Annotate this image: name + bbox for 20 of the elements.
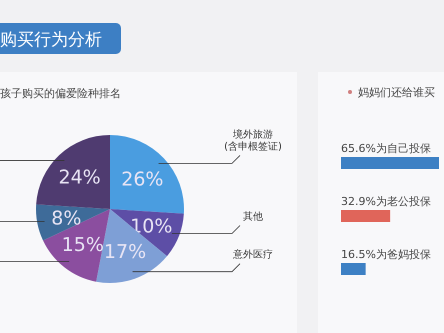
data-label: 17% — [104, 240, 146, 263]
y-tick-label: 为自己投保 — [376, 142, 431, 155]
chart-title: 妈妈们还给谁买 — [358, 86, 435, 99]
chart-title: 购买行为分析 — [0, 30, 102, 50]
data-label: 65.6% — [341, 142, 376, 155]
data-label: 32.9% — [341, 195, 376, 208]
data-label: 15% — [62, 234, 104, 256]
chart-subtitle: 孩子购买的偏爱险种排名 — [0, 87, 121, 100]
data-label: 26% — [121, 168, 164, 191]
pie-slice — [110, 135, 184, 214]
y-tick-label: 为爸妈投保 — [376, 248, 431, 261]
data-label: 10% — [130, 215, 172, 238]
slice-label: 境外旅游 (含申根签证) — [224, 128, 282, 152]
slice-label: 意外医疗 — [232, 248, 273, 261]
slice-label: 其他 — [243, 210, 263, 223]
data-label: 8% — [51, 207, 82, 230]
y-tick-label: 为老公投保 — [376, 195, 431, 208]
data-label: 24% — [58, 166, 101, 189]
data-label: 16.5% — [341, 248, 376, 261]
pie-slice — [36, 135, 110, 209]
